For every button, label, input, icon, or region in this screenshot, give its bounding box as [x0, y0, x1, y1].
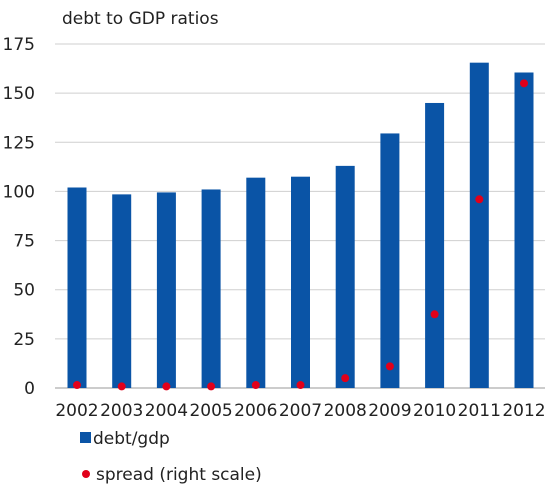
x-tick-label: 2011	[458, 401, 501, 421]
x-tick-label: 2006	[234, 401, 277, 421]
spread-point	[296, 381, 305, 390]
spread-point	[162, 382, 171, 391]
bar	[201, 189, 221, 388]
bar	[291, 176, 310, 388]
spread-point	[117, 382, 126, 391]
x-tick-label: 2009	[368, 401, 411, 421]
bar	[112, 194, 132, 388]
legend-swatch-spread	[82, 470, 90, 478]
x-tick-label: 2005	[189, 401, 232, 421]
chart-title: debt to GDP ratios	[62, 9, 219, 29]
x-tick-label: 2007	[279, 401, 322, 421]
bar	[335, 165, 355, 388]
y-tick-label: 175	[3, 35, 35, 55]
y-tick-label: 50	[13, 281, 35, 301]
x-tick-label: 2008	[324, 401, 367, 421]
spread-point	[385, 362, 394, 371]
bar	[469, 62, 489, 388]
bar	[246, 177, 266, 388]
bar-series	[67, 62, 534, 388]
spread-point	[520, 79, 528, 88]
y-tick-label: 0	[24, 379, 35, 399]
legend-label-spread: spread (right scale)	[96, 465, 262, 485]
x-tick-label: 2012	[502, 401, 545, 421]
spread-point	[341, 374, 350, 383]
legend-label-debt-gdp: debt/gdp	[93, 429, 170, 449]
spread-point	[251, 381, 260, 390]
legend: debt/gdp spread (right scale)	[80, 429, 262, 485]
spread-point	[207, 382, 216, 391]
x-tick-label: 2002	[55, 401, 98, 421]
spread-series	[73, 79, 528, 391]
y-tick-label: 25	[13, 330, 35, 350]
y-axis: 0 25 50 75 100 125 150 175	[3, 35, 35, 399]
x-tick-label: 2010	[413, 401, 456, 421]
x-tick-label: 2004	[145, 401, 188, 421]
spread-point	[430, 310, 439, 319]
y-tick-label: 75	[13, 232, 35, 252]
bar	[67, 187, 87, 388]
bar	[156, 192, 176, 388]
y-tick-label: 100	[3, 182, 35, 202]
y-tick-label: 125	[3, 133, 35, 153]
spread-point	[475, 195, 484, 204]
x-axis: 2002 2003 2004 2005 2006 2007 2008 2009 2010 2011…	[55, 401, 545, 421]
bar	[514, 72, 534, 388]
bar	[425, 102, 445, 388]
spread-point	[73, 381, 81, 390]
legend-swatch-debt-gdp	[80, 432, 91, 443]
y-tick-label: 150	[3, 84, 35, 104]
bar	[380, 133, 400, 388]
x-tick-label: 2003	[100, 401, 143, 421]
